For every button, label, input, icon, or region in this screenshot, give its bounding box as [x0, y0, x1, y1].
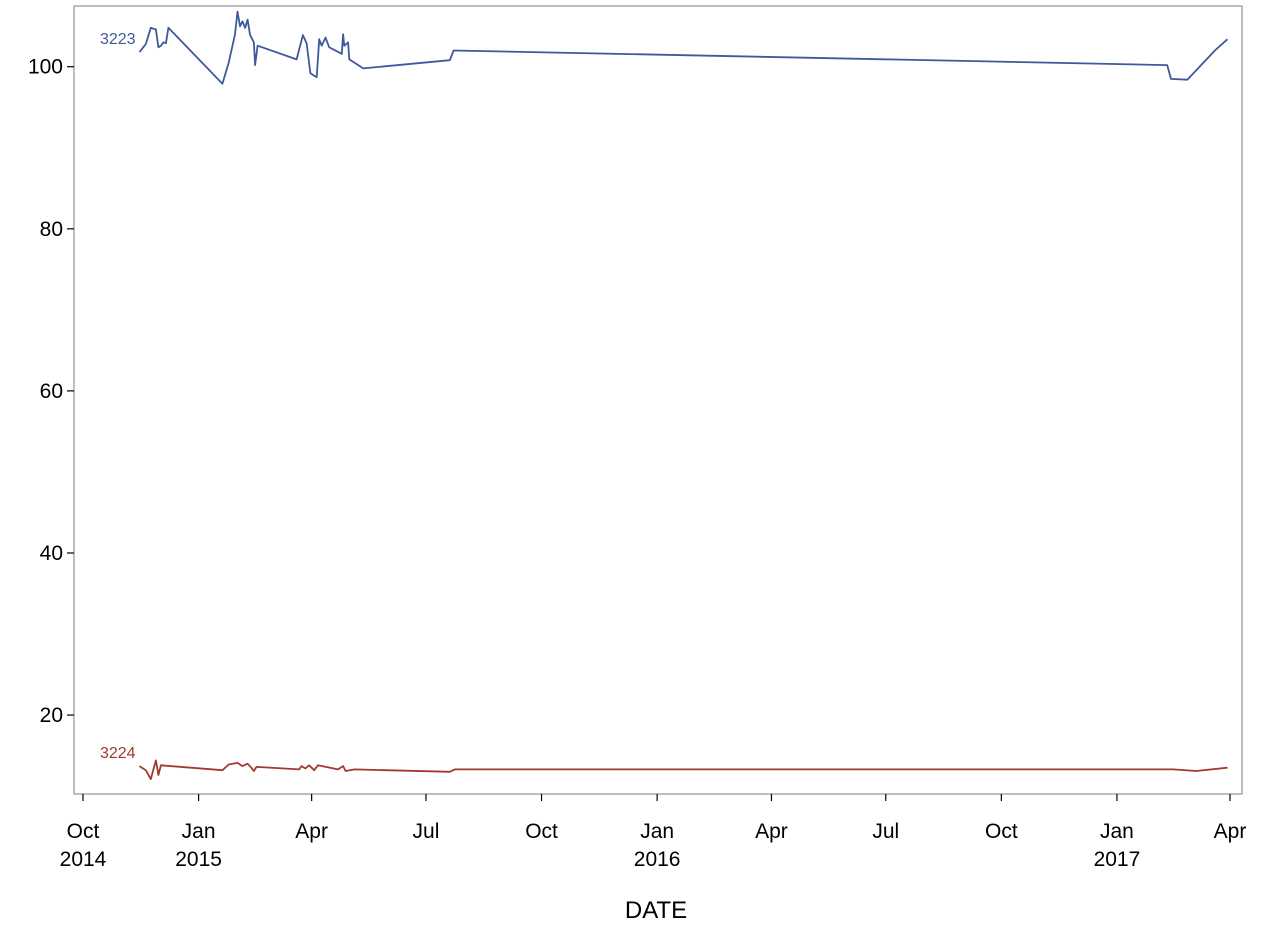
x-tick-year-label: 2014 [60, 848, 107, 871]
y-tick-label: 80 [40, 218, 63, 241]
x-tick-label: Oct [985, 820, 1018, 843]
x-tick-year-label: 2017 [1094, 848, 1141, 871]
x-axis: Oct 2014 Jan 2015 Apr Jul Oct Jan 2016 Apr Jul Oct J… [60, 794, 1247, 871]
x-tick-label: Jan [1100, 820, 1134, 843]
y-tick-label: 60 [40, 380, 63, 403]
x-axis-title: DATE [625, 897, 687, 924]
y-tick-label: 20 [40, 704, 63, 727]
x-tick-year-label: 2015 [175, 848, 222, 871]
series-label-3224: 3224 [100, 745, 136, 762]
x-tick-label: Jan [640, 820, 674, 843]
plot-area-frame [73, 5, 1243, 795]
series-layer: 3223 3224 [100, 10, 1229, 780]
x-tick-label: Jul [413, 820, 440, 843]
x-tick-label: Apr [755, 820, 788, 843]
x-tick-year-label: 2016 [634, 848, 681, 871]
x-tick-label: Apr [295, 820, 328, 843]
x-tick-label: Oct [525, 820, 558, 843]
series-line-3224 [139, 759, 1228, 780]
x-tick-label: Apr [1214, 820, 1247, 843]
x-tick-label: Oct [67, 820, 100, 843]
x-tick-label: Jul [872, 820, 899, 843]
y-tick-label: 40 [40, 542, 63, 565]
y-tick-label: 100 [28, 56, 63, 79]
series-label-3223: 3223 [100, 31, 136, 48]
x-tick-label: Jan [182, 820, 216, 843]
y-axis: 20 40 60 80 100 [28, 56, 74, 727]
series-line-3223 [138, 10, 1229, 85]
